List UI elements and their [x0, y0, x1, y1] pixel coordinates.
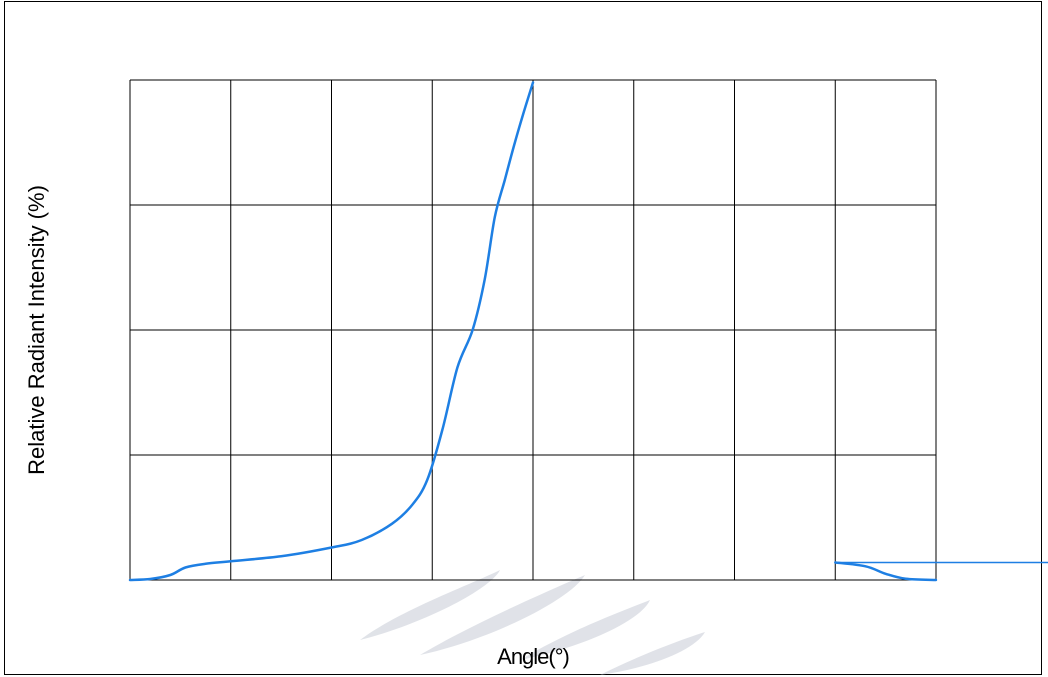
y-axis-title: Relative Radiant Intensity (%) — [24, 185, 49, 475]
series-line-2 — [834, 561, 938, 582]
x-axis-title: Angle(°) — [497, 644, 569, 669]
plot-grid — [129, 79, 937, 581]
series-line-1 — [128, 81, 535, 582]
watermark — [360, 570, 705, 675]
series-group — [128, 81, 1048, 582]
